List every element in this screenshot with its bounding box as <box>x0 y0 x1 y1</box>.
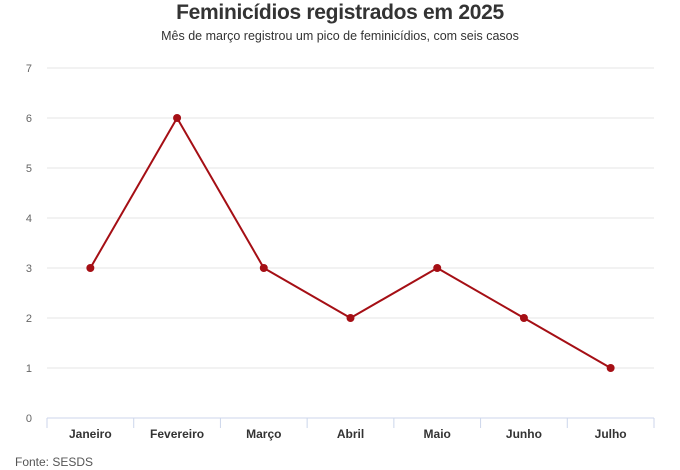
y-tick-label: 0 <box>26 413 32 425</box>
data-point <box>259 264 268 272</box>
x-tick-label: Abril <box>337 427 364 441</box>
y-tick-label: 5 <box>26 163 32 175</box>
y-tick-label: 7 <box>26 63 32 75</box>
y-axis: 0 1 2 3 4 5 6 7 <box>26 63 32 425</box>
data-point <box>86 264 95 272</box>
data-point <box>433 264 442 272</box>
y-tick-label: 4 <box>26 213 32 225</box>
x-tick-label: Maio <box>424 427 451 441</box>
data-point <box>346 314 355 322</box>
x-axis-labels: Janeiro Fevereiro Março Abril Maio Junho Julho <box>69 427 627 441</box>
source-note: Fonte: SESDS <box>15 455 94 469</box>
y-tick-label: 2 <box>26 313 32 325</box>
x-tick-label: Março <box>246 427 281 441</box>
chart-subtitle: Mês de março registrou um pico de femini… <box>161 29 519 43</box>
x-tick-label: Janeiro <box>69 427 112 441</box>
data-point <box>519 314 528 322</box>
series-line <box>89 117 612 369</box>
y-tick-label: 3 <box>26 263 32 275</box>
gridlines <box>47 67 654 369</box>
data-point <box>173 114 182 122</box>
chart-title: Feminicídios registrados em 2025 <box>176 1 504 24</box>
x-tick-label: Fevereiro <box>150 427 204 441</box>
x-axis <box>46 417 655 428</box>
y-tick-label: 1 <box>26 363 32 375</box>
data-point <box>606 364 615 372</box>
series <box>86 114 615 372</box>
x-tick-label: Julho <box>595 427 627 441</box>
x-tick-label: Junho <box>506 427 542 441</box>
y-tick-label: 6 <box>26 113 32 125</box>
